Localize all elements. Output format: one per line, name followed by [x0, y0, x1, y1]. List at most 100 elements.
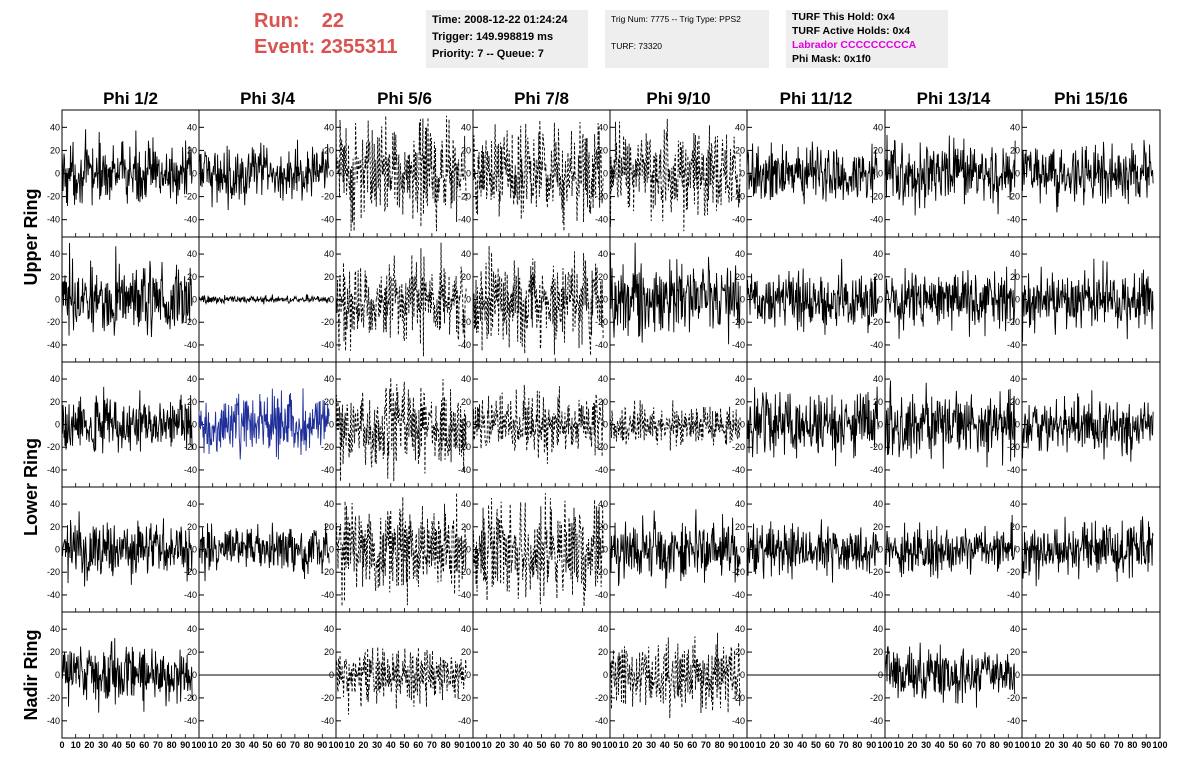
waveform-trace — [61, 511, 193, 587]
y-tick-label: 0 — [603, 670, 608, 680]
y-tick-label: -20 — [458, 192, 471, 202]
y-tick-label: -20 — [870, 192, 883, 202]
x-tick-label: 0 — [59, 740, 64, 750]
y-tick-label: 40 — [598, 122, 608, 132]
y-tick-label: 20 — [50, 522, 60, 532]
x-tick-label: 10 — [894, 740, 904, 750]
y-tick-label: 40 — [873, 624, 883, 634]
y-tick-label: -20 — [870, 317, 883, 327]
x-tick-label: 20 — [358, 740, 368, 750]
y-tick-label: -40 — [732, 716, 745, 726]
x-tick-label: 100 — [602, 740, 617, 750]
x-tick-label: 70 — [290, 740, 300, 750]
y-tick-label: 40 — [735, 122, 745, 132]
y-tick-label: 20 — [324, 647, 334, 657]
run-row: Run: 22 — [254, 8, 397, 34]
x-tick-label: 70 — [427, 740, 437, 750]
y-tick-label: -20 — [732, 442, 745, 452]
y-tick-label: 0 — [740, 670, 745, 680]
waveform-trace — [1021, 258, 1154, 342]
y-tick-label: -20 — [732, 693, 745, 703]
y-tick-label: -20 — [47, 442, 60, 452]
waveform-trace — [609, 118, 741, 232]
x-tick-label: 60 — [962, 740, 972, 750]
y-tick-label: 0 — [55, 670, 60, 680]
priority-text: Priority: 7 -- Queue: 7 — [432, 48, 544, 60]
y-tick-label: -20 — [184, 192, 197, 202]
y-tick-label: 0 — [466, 169, 471, 179]
x-tick-label: 20 — [495, 740, 505, 750]
x-tick-label: 90 — [866, 740, 876, 750]
waveform-trace — [61, 129, 193, 206]
row-label: Upper Ring — [21, 189, 41, 286]
waveform-trace — [472, 120, 604, 232]
y-tick-label: -40 — [1007, 340, 1020, 350]
y-tick-label: 20 — [598, 145, 608, 155]
y-tick-label: 40 — [50, 122, 60, 132]
x-tick-label: 60 — [413, 740, 423, 750]
y-tick-label: 0 — [329, 545, 334, 555]
y-tick-label: 0 — [1015, 169, 1020, 179]
y-tick-label: 0 — [55, 545, 60, 555]
y-tick-label: 40 — [461, 624, 471, 634]
panel-frame — [198, 486, 337, 613]
x-tick-label: 30 — [372, 740, 382, 750]
y-tick-label: -20 — [184, 693, 197, 703]
x-tick-label: 80 — [441, 740, 451, 750]
waveform-trace — [884, 515, 1016, 579]
y-tick-label: -40 — [184, 465, 197, 475]
panel-frame — [472, 611, 611, 739]
y-tick-label: 40 — [598, 499, 608, 509]
y-tick-label: 20 — [735, 647, 745, 657]
x-tick-label: 80 — [715, 740, 725, 750]
y-tick-label: 20 — [324, 272, 334, 282]
x-tick-label: 10 — [208, 740, 218, 750]
y-tick-label: -20 — [870, 693, 883, 703]
y-tick-label: 40 — [598, 249, 608, 259]
x-tick-label: 60 — [139, 740, 149, 750]
y-tick-label: 40 — [1010, 249, 1020, 259]
y-tick-label: 0 — [740, 545, 745, 555]
y-tick-label: -20 — [732, 567, 745, 577]
waveform-trace — [472, 245, 604, 356]
waveform-trace — [884, 642, 1016, 708]
y-tick-label: 20 — [187, 647, 197, 657]
x-tick-label: 50 — [399, 740, 409, 750]
y-tick-label: -40 — [458, 590, 471, 600]
x-tick-label: 20 — [84, 740, 94, 750]
waveform-trace — [609, 632, 741, 719]
y-tick-label: 20 — [187, 397, 197, 407]
y-tick-label: 0 — [55, 295, 60, 305]
x-tick-label: 70 — [976, 740, 986, 750]
x-tick-label: 20 — [1045, 740, 1055, 750]
x-tick-label: 40 — [523, 740, 533, 750]
x-tick-label: 80 — [852, 740, 862, 750]
y-tick-label: 40 — [187, 499, 197, 509]
x-tick-label: 80 — [578, 740, 588, 750]
y-tick-label: -40 — [595, 716, 608, 726]
y-tick-label: -40 — [732, 215, 745, 225]
y-tick-label: 20 — [461, 647, 471, 657]
x-tick-label: 50 — [536, 740, 546, 750]
y-tick-label: 40 — [873, 249, 883, 259]
y-tick-label: 20 — [873, 522, 883, 532]
y-tick-label: 0 — [192, 670, 197, 680]
column-title: Phi 9/10 — [646, 89, 710, 108]
y-tick-label: 20 — [873, 145, 883, 155]
y-tick-label: 0 — [192, 295, 197, 305]
column-title: Phi 5/6 — [377, 89, 432, 108]
y-tick-label: 40 — [735, 624, 745, 634]
y-tick-label: 0 — [740, 295, 745, 305]
turf-info-box: TURF This Hold: 0x4 TURF Active Holds: 0… — [786, 10, 948, 68]
x-tick-label: 30 — [646, 740, 656, 750]
turf-text: TURF: 73320 — [611, 41, 663, 51]
y-tick-label: -20 — [1007, 567, 1020, 577]
x-tick-label: 10 — [756, 740, 766, 750]
y-tick-label: -20 — [870, 442, 883, 452]
y-tick-label: 40 — [1010, 122, 1020, 132]
y-tick-label: 40 — [461, 374, 471, 384]
x-tick-label: 50 — [1086, 740, 1096, 750]
y-tick-label: 20 — [324, 145, 334, 155]
y-tick-label: 20 — [324, 522, 334, 532]
event-value: 2355311 — [320, 36, 398, 58]
